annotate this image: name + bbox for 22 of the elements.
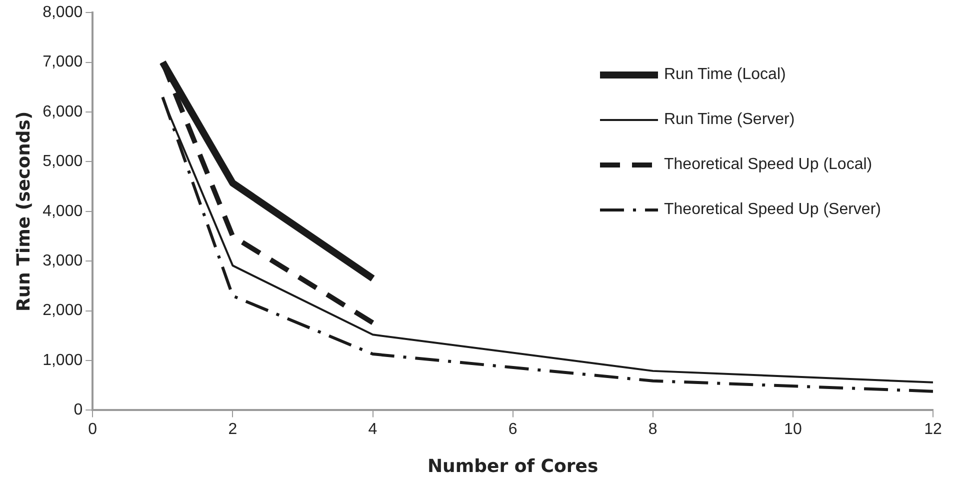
x-tick-label: 10 <box>784 421 802 438</box>
y-tick-label: 4,000 <box>42 202 83 220</box>
x-tick-label: 2 <box>228 421 238 438</box>
legend-label: Run Time (Server) <box>664 110 795 128</box>
legend-label: Run Time (Local) <box>664 66 786 84</box>
x-tick-label: 0 <box>88 421 98 438</box>
x-tick-label: 8 <box>648 421 658 438</box>
y-tick-label: 3,000 <box>42 252 83 270</box>
y-tick-label: 8,000 <box>42 4 83 22</box>
y-tick-label: 7,000 <box>42 54 83 71</box>
legend-label: Theoretical Speed Up (Local) <box>664 156 872 174</box>
y-axis-title: Run Time (seconds) <box>13 111 34 312</box>
y-tick-label: 5,000 <box>42 153 83 170</box>
y-tick-label: 2,000 <box>42 302 83 320</box>
x-tick-label: 12 <box>924 421 942 438</box>
legend-label: Theoretical Speed Up (Server) <box>664 200 881 218</box>
y-tick-label: 1,000 <box>42 352 83 369</box>
x-axis-title: Number of Cores <box>427 456 598 477</box>
y-tick-label: 6,000 <box>42 103 83 120</box>
x-tick-label: 6 <box>508 421 518 438</box>
x-tick-label: 4 <box>368 421 378 438</box>
y-tick-label: 0 <box>74 402 83 419</box>
